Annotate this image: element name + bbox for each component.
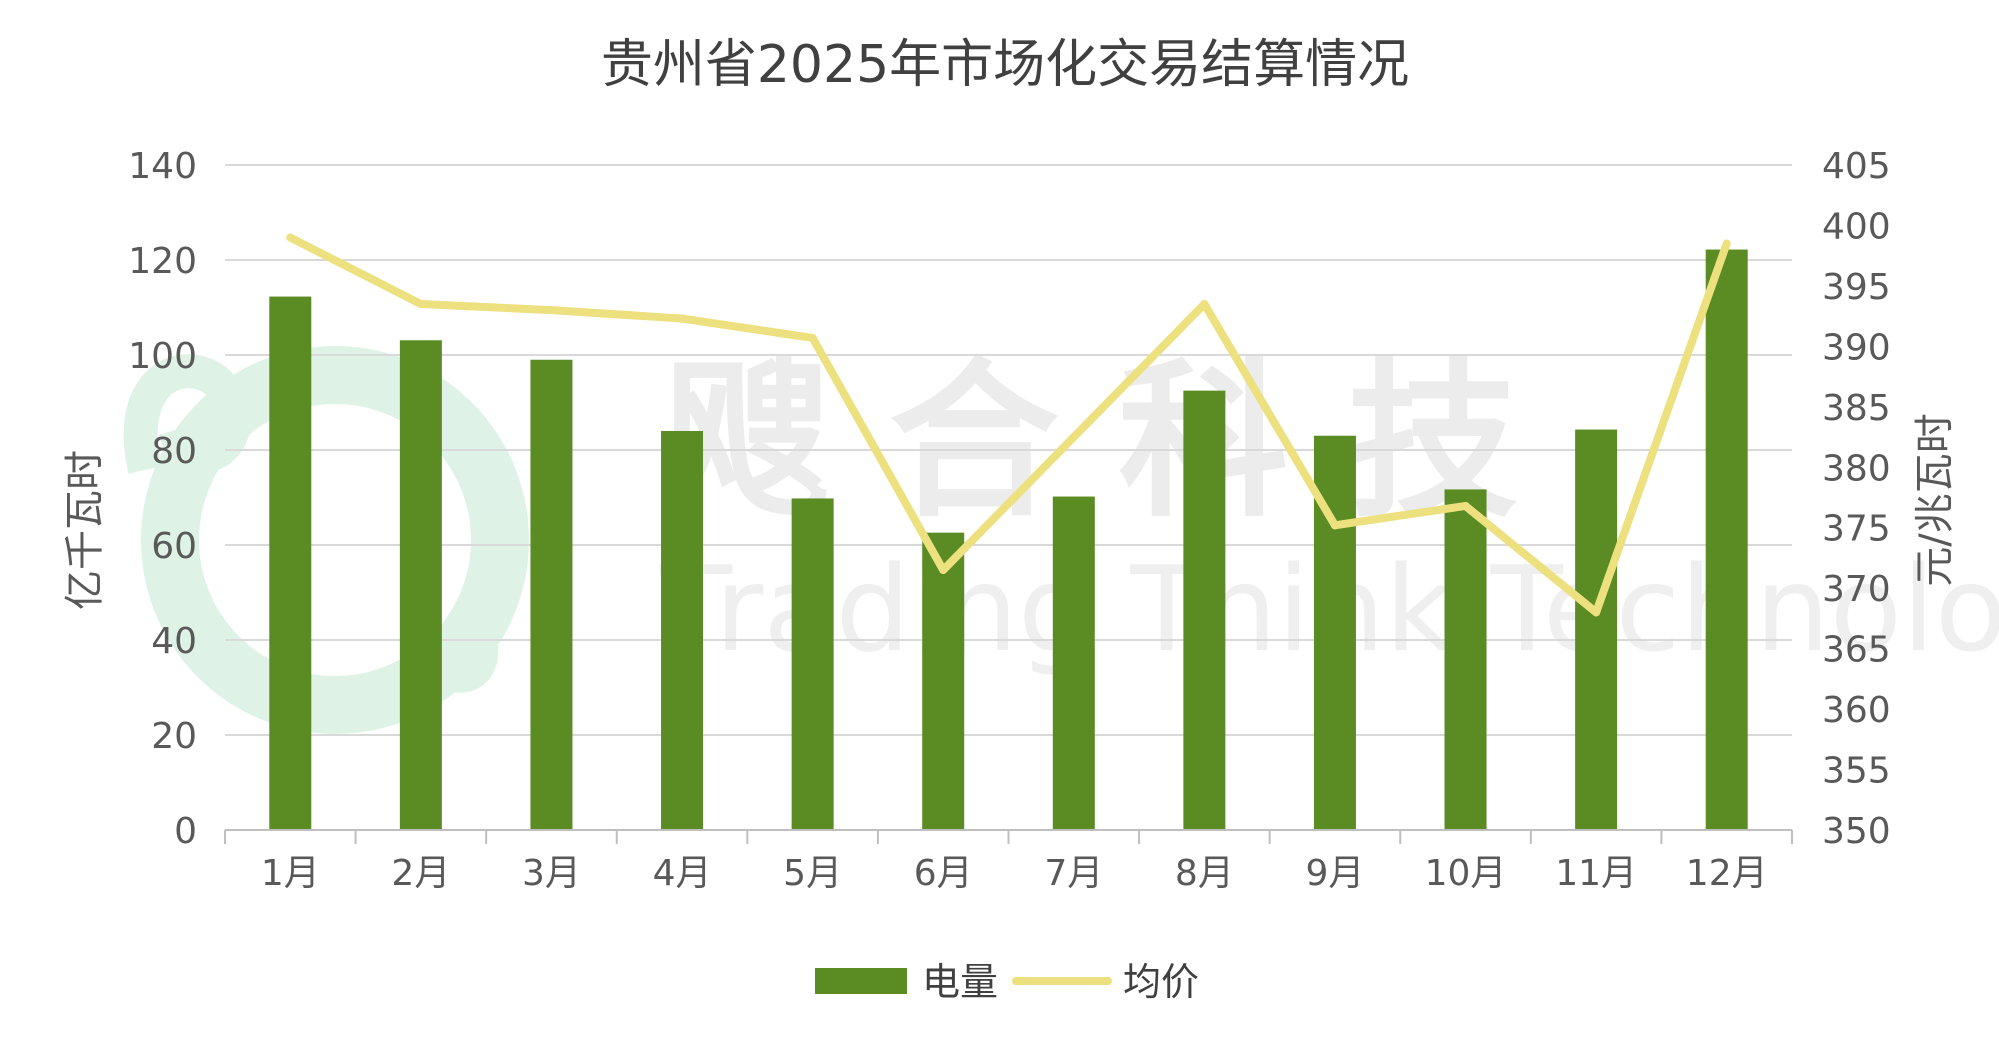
- line-point-4: [808, 333, 817, 342]
- line-point-0: [286, 233, 295, 242]
- legend-label-line: 均价: [1123, 960, 1199, 1004]
- line-point-7: [1200, 300, 1209, 309]
- y-right-tick-label-1: 355: [1822, 751, 1891, 792]
- line-point-1: [416, 300, 425, 309]
- y-axis-right: 350 355 360 365 370 375 380 385 390 395 400 405: [1822, 146, 1891, 852]
- x-tick-label-0: 1月: [261, 853, 320, 894]
- bar-3: [661, 431, 704, 830]
- line-point-2: [547, 306, 556, 315]
- y-right-tick-label-11: 405: [1822, 146, 1891, 187]
- y-left-tick-label-6: 120: [128, 241, 197, 282]
- y-right-tick-label-9: 395: [1822, 267, 1891, 308]
- y-axis-right-title: 元/兆瓦时: [1912, 413, 1958, 586]
- x-tick-label-8: 9月: [1306, 853, 1365, 894]
- x-tick-label-10: 11月: [1555, 853, 1637, 894]
- line-point-5: [939, 566, 948, 575]
- x-tick-label-6: 7月: [1044, 853, 1103, 894]
- line-point-3: [678, 314, 687, 323]
- bar-5: [922, 532, 965, 830]
- legend: 电量 均价: [815, 960, 1199, 1004]
- bar-11: [1705, 249, 1748, 831]
- y-left-tick-label-7: 140: [128, 146, 197, 187]
- y-right-tick-label-0: 350: [1822, 811, 1891, 852]
- line-path: [286, 233, 1731, 617]
- x-axis: 1月 2月 3月 4月 5月 6月 7月 8月 9月 10月 11月 12月: [224, 829, 1793, 894]
- x-tick-label-7: 8月: [1175, 853, 1234, 894]
- bar-4: [791, 498, 834, 830]
- y-right-tick-label-5: 375: [1822, 509, 1891, 550]
- line-point-8: [1330, 521, 1339, 530]
- y-right-tick-label-7: 385: [1822, 388, 1891, 429]
- y-left-tick-label-1: 20: [151, 716, 197, 757]
- y-left-tick-label-5: 100: [128, 336, 197, 377]
- line-point-9: [1461, 501, 1470, 510]
- y-right-tick-label-6: 380: [1822, 448, 1891, 489]
- bar-0: [269, 296, 312, 830]
- y-left-tick-label-4: 80: [151, 431, 197, 472]
- y-right-tick-label-8: 390: [1822, 327, 1891, 368]
- x-tick-label-5: 6月: [914, 853, 973, 894]
- bar-2: [530, 359, 573, 830]
- grid-lines: [225, 164, 1792, 736]
- bar-1: [399, 340, 442, 830]
- y-left-tick-label-3: 60: [151, 526, 197, 567]
- chart-title: 贵州省2025年市场化交易结算情况: [601, 35, 1409, 95]
- bar-10: [1575, 429, 1618, 830]
- y-right-tick-label-3: 365: [1822, 630, 1891, 671]
- line-point-6: [1069, 433, 1078, 442]
- bar-series: [269, 249, 1748, 831]
- y-left-tick-label-2: 40: [151, 621, 197, 662]
- line-point-11: [1722, 239, 1731, 248]
- y-right-tick-label-2: 360: [1822, 690, 1891, 731]
- x-tick-label-3: 4月: [653, 853, 712, 894]
- legend-swatch-bar: [815, 968, 907, 994]
- y-right-tick-label-10: 400: [1822, 206, 1891, 247]
- x-tick-label-11: 12月: [1686, 853, 1768, 894]
- y-left-tick-label-0: 0: [174, 811, 197, 852]
- x-tick-label-2: 3月: [522, 853, 581, 894]
- x-tick-label-9: 10月: [1425, 853, 1507, 894]
- bar-9: [1444, 489, 1487, 830]
- line-series: [286, 233, 1731, 617]
- legend-label-bar: 电量: [922, 960, 998, 1004]
- y-axis-left: 0 20 40 60 80 100 120 140: [128, 146, 197, 852]
- line-point-10: [1592, 608, 1601, 617]
- bar-7: [1183, 390, 1226, 830]
- y-axis-left-title: 亿千瓦时: [62, 450, 108, 610]
- x-tick-label-4: 5月: [783, 853, 842, 894]
- x-tick-label-1: 2月: [391, 853, 450, 894]
- y-right-tick-label-4: 370: [1822, 569, 1891, 610]
- bar-6: [1052, 496, 1095, 830]
